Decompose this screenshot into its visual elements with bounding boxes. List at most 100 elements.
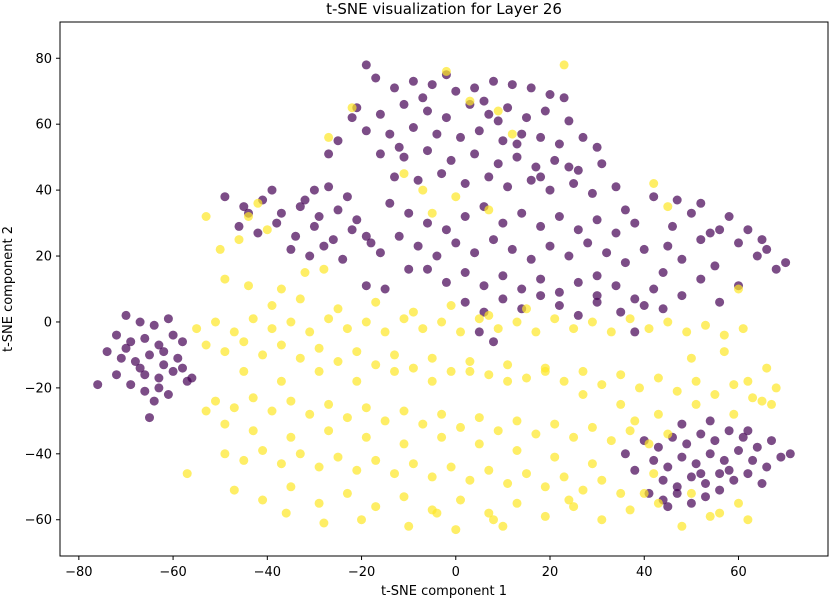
scatter-point-series-0-103 [536,221,546,231]
plot-frame [59,21,829,557]
scatter-point-series-1-13 [262,225,272,235]
scatter-point-series-0-16 [441,113,451,123]
scatter-point-series-0-240 [743,469,753,479]
scatter-point-series-0-145 [639,301,649,310]
scatter-point-series-0-50 [484,172,494,182]
scatter-point-series-1-23 [244,281,253,291]
scatter-point-series-0-227 [705,449,715,459]
scatter-point-series-1-104 [550,419,560,429]
scatter-point-series-0-80 [328,235,338,245]
scatter-point-series-0-8 [507,80,517,90]
scatter-point-series-1-106 [587,422,597,432]
scatter-point-series-0-172 [592,271,602,281]
scatter-point-series-0-184 [112,330,121,340]
scatter-point-series-0-98 [441,225,451,235]
scatter-point-series-1-18 [649,179,659,188]
scatter-point-series-0-13 [375,109,385,119]
scatter-point-series-0-76 [253,228,263,238]
scatter-point-series-1-199 [564,495,574,505]
scatter-point-series-0-252 [724,465,734,475]
scatter-point-series-0-117 [545,241,555,251]
scatter-point-series-1-91 [305,409,315,419]
scatter-point-series-1-194 [587,459,597,469]
scatter-point-series-0-148 [696,235,706,245]
scatter-point-series-1-75 [559,376,569,386]
scatter-point-series-0-111 [432,251,442,261]
scatter-point-series-1-195 [281,508,291,518]
scatter-point-series-0-35 [375,149,385,159]
scatter-point-series-0-181 [135,317,145,327]
scatter-point-series-0-170 [489,337,498,347]
scatter-point-series-1-68 [427,353,437,363]
scatter-point-series-0-90 [375,248,385,258]
scatter-point-series-1-132 [616,488,626,498]
scatter-point-series-0-177 [620,205,630,215]
scatter-point-series-0-94 [361,231,371,241]
scatter-point-series-0-22 [564,116,574,126]
scatter-point-series-0-37 [423,146,432,156]
x-tick-label: −80 [65,565,92,580]
scatter-point-series-1-56 [201,340,211,350]
scatter-point-series-1-20 [734,284,743,294]
scatter-point-series-0-188 [168,330,178,340]
scatter-point-series-1-58 [239,337,249,347]
scatter-point-series-0-232 [776,452,786,462]
scatter-point-series-0-101 [498,218,508,228]
scatter-point-series-1-32 [305,327,315,337]
scatter-point-series-0-120 [602,248,612,258]
scatter-point-series-1-92 [324,399,334,409]
scatter-point-series-1-67 [408,363,418,373]
scatter-point-series-0-254 [696,469,706,479]
scatter-point-series-0-217 [696,429,706,439]
scatter-point-series-1-165 [276,376,286,386]
scatter-point-series-1-90 [286,396,296,406]
scatter-point-series-0-247 [715,485,725,495]
scatter-point-series-1-72 [503,360,513,370]
scatter-point-series-1-15 [215,244,225,254]
scatter-point-series-0-255 [743,426,753,436]
y-axis-label: t-SNE component 2 [1,226,16,352]
y-tick-label: 0 [44,315,52,330]
scatter-point-series-1-181 [762,363,772,373]
scatter-point-series-0-0 [361,60,371,70]
scatter-point-series-0-47 [413,175,423,185]
scatter-point-series-0-87 [267,185,277,195]
scatter-point-series-1-107 [606,436,616,446]
scatter-point-series-0-250 [677,419,687,429]
scatter-point-series-1-185 [248,426,258,436]
scatter-point-series-1-25 [319,264,329,274]
scatter-point-series-1-143 [512,498,522,508]
scatter-point-series-0-61 [479,96,489,106]
scatter-point-series-0-30 [517,129,527,139]
scatter-point-series-0-134 [630,294,640,304]
scatter-point-series-1-178 [757,396,767,406]
scatter-point-series-1-138 [371,502,381,512]
scatter-point-series-0-198 [168,366,178,376]
scatter-point-series-0-28 [474,126,484,136]
scatter-point-series-0-155 [705,228,715,238]
scatter-point-series-0-29 [498,136,508,146]
scatter-point-series-1-37 [399,314,409,324]
scatter-point-series-0-51 [503,182,513,192]
scatter-point-series-1-145 [569,502,579,512]
scatter-point-series-1-63 [333,357,343,366]
scatter-point-series-0-74 [352,215,362,225]
scatter-point-series-1-28 [229,327,239,337]
scatter-point-series-0-40 [493,159,503,169]
y-tick-label: −40 [25,447,52,462]
scatter-point-series-0-39 [470,149,480,159]
scatter-point-series-1-171 [503,376,513,386]
scatter-point-series-1-78 [616,370,626,380]
scatter-point-series-1-160 [408,307,418,317]
scatter-point-series-0-160 [677,291,687,301]
scatter-point-series-0-183 [163,314,173,324]
scatter-point-series-1-40 [456,327,465,337]
scatter-point-series-1-188 [361,432,371,442]
scatter-point-series-0-128 [517,284,527,294]
scatter-point-series-1-59 [258,350,268,360]
scatter-point-series-0-7 [489,76,498,86]
scatter-point-series-1-82 [691,376,701,386]
scatter-point-series-1-162 [484,310,494,320]
scatter-point-series-1-200 [639,488,649,498]
scatter-point-series-1-49 [625,314,635,324]
